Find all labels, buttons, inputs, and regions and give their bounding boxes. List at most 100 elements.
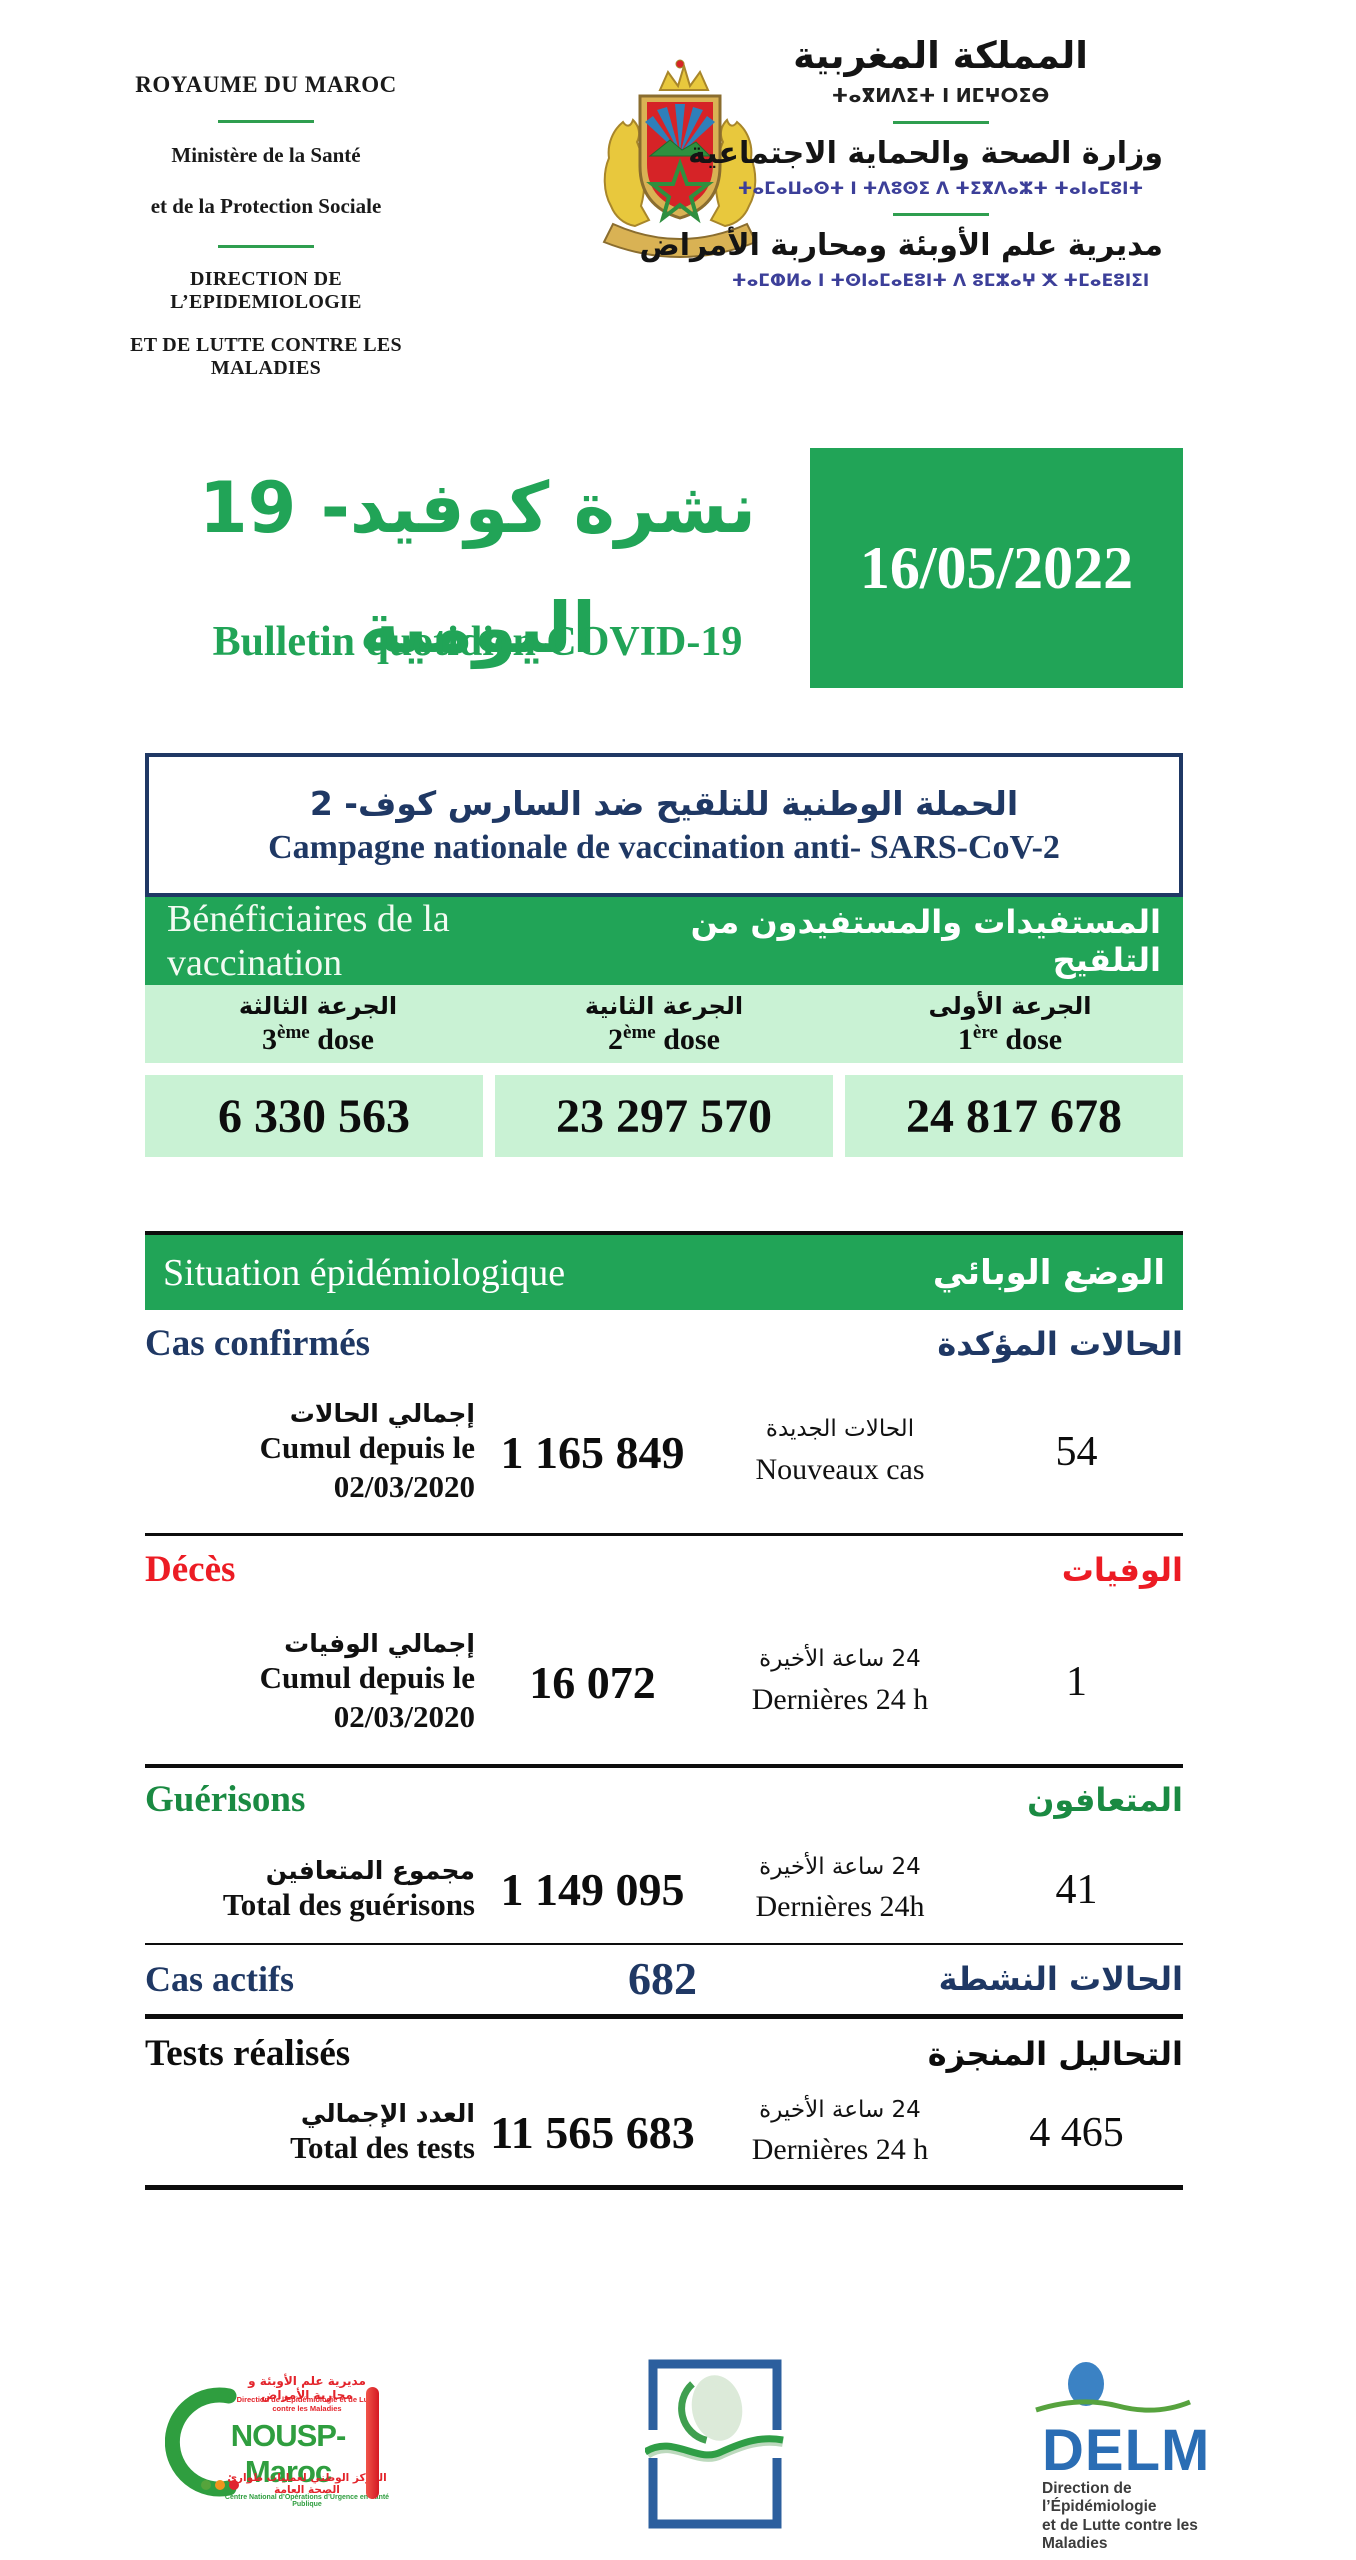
delm-dot-wave-icon <box>1035 2362 1191 2413</box>
header-left-block: ROYAUME DU MAROC Ministère de la Santé e… <box>96 72 436 380</box>
green-divider <box>892 213 989 216</box>
cnousp-bottom-ar: المركز الوطني لعمليات طوارئ الصحة العامة <box>227 2472 387 2496</box>
ministry-of-health-logo <box>645 2359 784 2529</box>
recoveries-heading-ar: المتعافون <box>1027 1781 1183 1819</box>
tests-total-label: العدد الإجمالي Total des tests <box>290 2098 475 2165</box>
recoveries-heading: Guérisons المتعافون <box>145 1778 1183 1821</box>
ministry-title-tifinagh: ⵜⴰⵎⴰⵡⴰⵙⵜ ⵏ ⵜⴷⵓⵙⵉ ⴷ ⵜⵉⴳⴷⴰⵣⵜ ⵜⴰⵏⴰⵎⵓⵏⵜ <box>737 179 1144 199</box>
ministry-title-ar: وزارة الصحة والحماية الاجتماعية <box>688 136 1163 171</box>
deaths-heading-fr: Décès <box>145 1549 236 1590</box>
dose2-label-ar: الجرعة الثانية <box>584 991 744 1020</box>
tests-heading-ar: التحاليل المنجزة <box>927 2035 1183 2073</box>
divider-line <box>145 1943 1183 1945</box>
dose1-value: 24 817 678 <box>845 1075 1183 1157</box>
active-cases-row: Cas actifs 682 الحالات النشطة <box>145 1952 1183 2005</box>
situation-label-ar: الوضع الوبائي <box>932 1252 1165 1293</box>
dose3-label-ar: الجرعة الثالثة <box>238 991 398 1020</box>
situation-bar: Situation épidémiologique الوضع الوبائي <box>145 1231 1183 1310</box>
active-cases-label-ar: الحالات النشطة <box>938 1959 1183 1998</box>
direction-line2-fr: ET DE LUTTE CONTRE LES MALADIES <box>130 334 402 379</box>
cnousp-red-bar-icon <box>366 2387 379 2499</box>
dose3-value: 6 330 563 <box>145 1075 483 1157</box>
bulletin-title-ar: نشرة كوفيد- 19 اليومية <box>198 467 757 669</box>
dose2-value: 23 297 570 <box>495 1075 833 1157</box>
tests-row: العدد الإجمالي Total des tests 11 565 68… <box>145 2085 1183 2180</box>
tests-total-value: 11 565 683 <box>490 2107 695 2158</box>
direction-line1-fr: DIRECTION DE L’EPIDEMIOLOGIE <box>170 268 362 313</box>
campaign-title-ar: الحملة الوطنية للتلقيح ضد السارس كوف- 2 <box>309 783 1019 823</box>
cnousp-logo: مديرية علم الأوبئة و محاربة الأمراض Dire… <box>165 2372 390 2512</box>
delm-logo: DELM Direction de l’Épidémiologie et de … <box>1022 2356 1232 2553</box>
ministry-line2-fr: et de la Protection Sociale <box>150 194 382 218</box>
campaign-banner: الحملة الوطنية للتلقيح ضد السارس كوف- 2 … <box>145 753 1183 897</box>
cnousp-dots-icon <box>201 2480 239 2490</box>
kingdom-title-ar: المملكة المغربية <box>793 34 1088 77</box>
dose-values-row: 6 330 563 23 297 570 24 817 678 <box>145 1075 1183 1157</box>
beneficiaries-bar: Bénéficiaires de la vaccination المستفيد… <box>145 897 1183 985</box>
deaths-heading-ar: الوفيات <box>1061 1551 1183 1589</box>
divider-line <box>145 1764 1183 1768</box>
confirmed-heading-fr: Cas confirmés <box>145 1323 371 1364</box>
recoveries-24h-value: 41 <box>1055 1866 1098 1913</box>
delm-caption-line1: Direction de l’Épidémiologie <box>1042 2480 1157 2515</box>
dose3-label-fr: 3ème dose <box>262 1021 374 1056</box>
deaths-total-label: إجمالي الوفيات Cumul depuis le 02/03/202… <box>259 1628 475 1734</box>
kingdom-title-tifinagh: ⵜⴰⴳⵍⴷⵉⵜ ⵏ ⵍⵎⵖⵔⵉⴱ <box>831 85 1050 107</box>
green-divider <box>218 120 314 123</box>
kingdom-title-fr: ROYAUME DU MAROC <box>135 72 397 97</box>
tests-24h-value: 4 465 <box>1029 2109 1124 2156</box>
beneficiaries-label-fr: Bénéficiaires de la vaccination <box>167 898 450 984</box>
confirmed-row: إجمالي الحالات Cumul depuis le 02/03/202… <box>145 1382 1183 1522</box>
deaths-24h-value: 1 <box>1066 1659 1087 1705</box>
campaign-title-fr: Campagne nationale de vaccination anti- … <box>268 828 1060 866</box>
dose2-label-cell: الجرعة الثانية 2ème dose <box>491 985 837 1063</box>
confirmed-heading: Cas confirmés الحالات المؤكدة <box>145 1322 1183 1365</box>
cnousp-name: NOUSP-Maroc <box>230 2418 347 2489</box>
dose1-label-ar: الجرعة الأولى <box>928 991 1092 1020</box>
recoveries-total-label: مجموع المتعافين Total des guérisons <box>222 1855 475 1922</box>
morocco-coat-of-arms-icon <box>602 59 758 258</box>
direction-title-tifinagh: ⵜⴰⵎⵀⵍⴰ ⵏ ⵜⵙⵏⴰⵎⴰⴹⵓⵏⵜ ⴷ ⵓⵎⵣⴰⵖ ⵅ ⵜⵎⴰⴹⵓⵏⵉⵏ <box>731 271 1150 291</box>
recoveries-total-value: 1 149 095 <box>500 1864 685 1915</box>
delm-caption-line2: et de Lutte contre les Maladies <box>1042 2517 1198 2552</box>
confirmed-new-label: الحالات الجديدة Nouveaux cas <box>755 1416 925 1486</box>
dose1-label-fr: 1ère dose <box>957 1021 1063 1056</box>
recoveries-row: مجموع المتعافين Total des guérisons 1 14… <box>145 1842 1183 1937</box>
green-divider <box>892 121 989 124</box>
recoveries-24h-label: 24 ساعة الأخيرة Dernières 24h <box>755 1853 925 1924</box>
deaths-row: إجمالي الوفيات Cumul depuis le 02/03/202… <box>145 1612 1183 1752</box>
confirmed-total-label: إجمالي الحالات Cumul depuis le 02/03/202… <box>259 1398 475 1504</box>
tests-heading: Tests réalisés التحاليل المنجزة <box>145 2032 1183 2075</box>
date-box: 16/05/2022 <box>810 448 1183 688</box>
header-right-block: المملكة المغربية ⵜⴰⴳⵍⴷⵉⵜ ⵏ ⵍⵎⵖⵔⵉⴱ وزارة … <box>639 34 1163 291</box>
beneficiaries-label-ar: المستفيدات والمستفيدون من التلقيح <box>690 903 1161 979</box>
dose-labels-row: الجرعة الثالثة 3ème dose الجرعة الثانية … <box>145 985 1183 1063</box>
tests-heading-fr: Tests réalisés <box>145 2033 351 2074</box>
green-divider <box>218 245 314 248</box>
bulletin-date: 16/05/2022 <box>859 534 1134 601</box>
confirmed-total-value: 1 165 849 <box>500 1426 685 1478</box>
cnousp-top-ar: مديرية علم الأوبئة و محاربة الأمراض <box>248 2374 366 2402</box>
delm-name: DELM <box>1042 2418 1211 2483</box>
active-cases-label-fr: Cas actifs <box>145 1958 294 1999</box>
deaths-24h-label: 24 ساعة الأخيرة Dernières 24 h <box>751 1646 929 1716</box>
deaths-heading: Décès الوفيات <box>145 1548 1183 1591</box>
bulletin-title-fr: Bulletin quotidien COVID-19 <box>212 619 743 665</box>
dose3-label-cell: الجرعة الثالثة 3ème dose <box>145 985 491 1063</box>
dose2-label-fr: 2ème dose <box>608 1021 720 1056</box>
active-cases-value: 682 <box>628 1953 697 2004</box>
divider-line <box>145 1533 1183 1536</box>
confirmed-heading-ar: الحالات المؤكدة <box>937 1325 1183 1363</box>
ministry-line1-fr: Ministère de la Santé <box>171 143 361 167</box>
direction-title-ar: مديرية علم الأوبئة ومحاربة الأمراض <box>639 228 1163 263</box>
cnousp-top-fr: Direction de l’Epidémiologie et de Lutte… <box>236 2395 378 2413</box>
divider-line <box>145 2014 1183 2019</box>
deaths-total-value: 16 072 <box>529 1656 656 1708</box>
dose1-label-cell: الجرعة الأولى 1ère dose <box>837 985 1183 1063</box>
confirmed-new-value: 54 <box>1055 1429 1098 1475</box>
tests-24h-label: 24 ساعة الأخيرة Dernières 24 h <box>751 2096 929 2167</box>
situation-label-fr: Situation épidémiologique <box>163 1251 566 1294</box>
divider-line <box>145 2185 1183 2190</box>
recoveries-heading-fr: Guérisons <box>145 1779 306 1820</box>
